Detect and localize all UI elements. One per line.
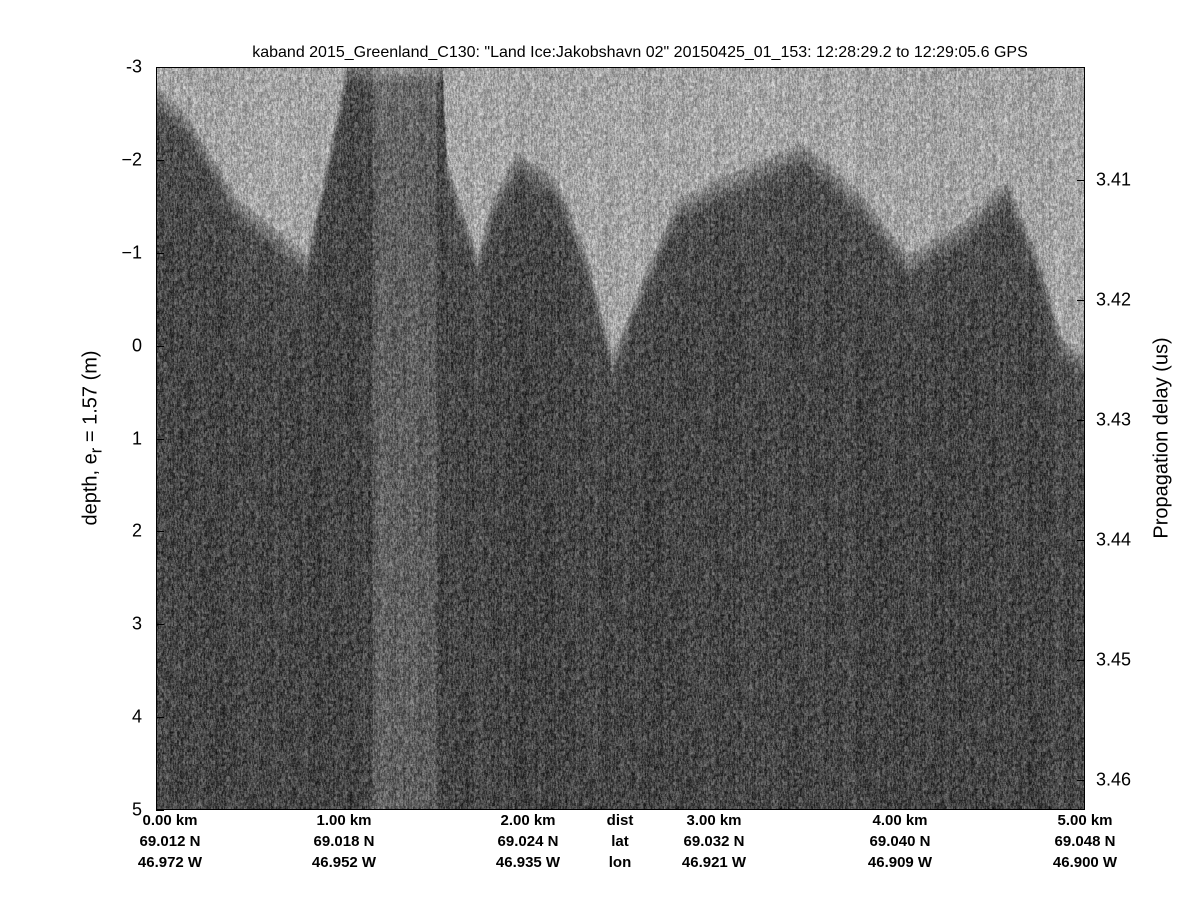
x-row-label-lon: lon <box>608 854 632 871</box>
echogram-plot-area <box>156 67 1085 810</box>
y-tick-mark <box>156 810 164 811</box>
x-tick-dist: 1.00 km <box>316 812 372 829</box>
x-tick-dist: 3.00 km <box>686 812 742 829</box>
y-tick-label: 3 <box>131 613 142 634</box>
x-tick-dist: 4.00 km <box>872 812 928 829</box>
x-tick-dist: 2.00 km <box>500 812 556 829</box>
y2-tick-label: 3.41 <box>1096 169 1132 190</box>
x-tick-lat: 69.048 N <box>1054 833 1116 850</box>
y-tick-label: 1 <box>131 428 142 448</box>
y2-tick-mark <box>1077 180 1085 181</box>
y2-axis-label: Propagation delay (us) <box>1150 337 1173 539</box>
x-tick-lon: 46.935 W <box>495 854 561 871</box>
y-label-subscript: r <box>86 447 106 454</box>
x-tick-lat: 69.040 N <box>869 833 931 850</box>
y-label-suffix: = 1.57 (m) <box>79 350 102 448</box>
y2-tick-mark <box>1077 660 1085 661</box>
y-tick-label: 5 <box>131 799 142 820</box>
y-tick-mark <box>156 624 164 626</box>
x-row-label-lat: lat <box>611 833 629 850</box>
x-tick-dist: 0.00 km <box>142 812 198 829</box>
y2-tick-label: 3.42 <box>1096 289 1132 310</box>
x-tick-lon: 46.921 W <box>681 854 747 871</box>
y-tick-mark <box>156 717 164 719</box>
y2-tick-label: 3.46 <box>1096 769 1132 790</box>
y-tick-label: 0 <box>131 335 142 356</box>
y-tick-label: −2 <box>121 149 142 170</box>
x-tick-lat: 69.032 N <box>683 833 745 850</box>
y-tick-mark <box>156 159 164 161</box>
y-tick-label: −1 <box>121 242 142 263</box>
y2-tick-mark <box>1077 420 1085 421</box>
x-tick-lat: 69.012 N <box>139 833 201 850</box>
y2-tick-label: 3.43 <box>1096 409 1132 430</box>
y-tick-mark <box>156 345 164 347</box>
x-tick-lon: 46.900 W <box>1052 854 1118 871</box>
echogram-image <box>157 68 1084 809</box>
y2-tick-mark <box>1077 540 1085 541</box>
y-tick-label: 4 <box>131 706 142 727</box>
x-row-label-dist: dist <box>606 812 634 829</box>
x-tick-dist: 5.00 km <box>1057 812 1113 829</box>
x-tick-lon: 46.909 W <box>867 854 933 871</box>
y-tick-mark <box>156 531 164 533</box>
y2-tick-mark <box>1077 780 1085 781</box>
y2-tick-mark <box>1077 300 1085 301</box>
y-tick-mark <box>156 67 164 68</box>
x-tick-lon: 46.952 W <box>311 854 377 871</box>
y-label-prefix: depth, e <box>79 453 102 526</box>
y2-tick-label: 3.44 <box>1096 529 1132 550</box>
y-tick-mark <box>156 252 164 254</box>
chart-title: kaband 2015_Greenland_C130: "Land Ice:Ja… <box>252 44 1028 61</box>
y-tick-label: 2 <box>131 520 142 541</box>
x-tick-lat: 69.018 N <box>313 833 375 850</box>
y-axis-label: depth, er = 1.57 (m) <box>80 350 107 525</box>
x-tick-lon: 46.972 W <box>137 854 203 871</box>
y-tick-label: -3 <box>125 56 142 77</box>
y2-tick-label: 3.45 <box>1096 649 1132 670</box>
x-tick-lat: 69.024 N <box>497 833 559 850</box>
y-tick-mark <box>156 438 164 440</box>
